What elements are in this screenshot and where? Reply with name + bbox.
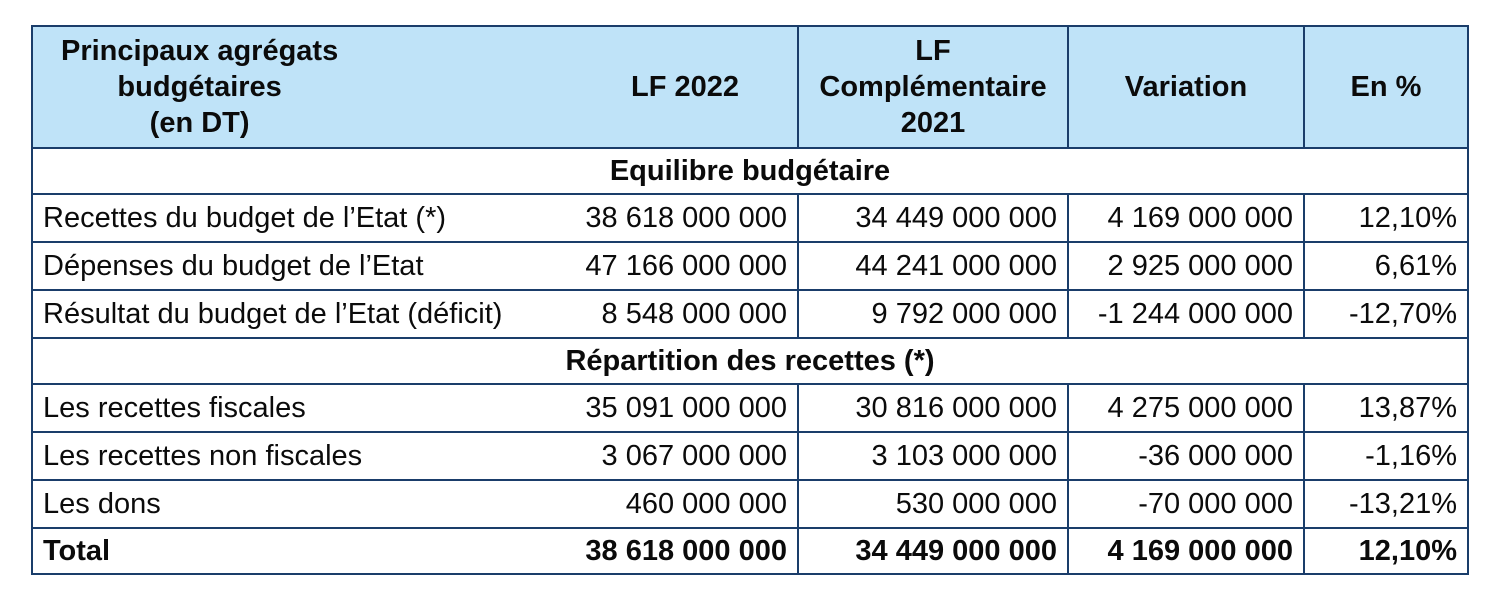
header-percent: En % [1303, 25, 1469, 149]
cell-variation: -70 000 000 [1067, 479, 1305, 529]
cell-lf2022: 38 618 000 000 [552, 193, 799, 243]
header-aggregates-line1: Principaux agrégats [61, 35, 339, 67]
header-aggregates-line3: (en DT) [149, 107, 250, 139]
cell-percent: 13,87% [1303, 383, 1469, 433]
row-label: Dépenses du budget de l’Etat [31, 241, 552, 291]
header-lfc2021-line2: Complémentaire [819, 71, 1047, 103]
table-row: Les recettes non fiscales 3 067 000 000 … [31, 431, 1469, 481]
cell-lf2022: 8 548 000 000 [552, 289, 799, 339]
header-lf2022: LF 2022 [552, 25, 799, 149]
header-variation: Variation [1067, 25, 1305, 149]
cell-lf2022: 35 091 000 000 [552, 383, 799, 433]
budget-aggregates-table: Principaux agrégats budgétaires (en DT) … [31, 25, 1469, 575]
cell-variation: 4 275 000 000 [1067, 383, 1305, 433]
table-row: Recettes du budget de l’Etat (*) 38 618 … [31, 193, 1469, 243]
cell-percent: 12,10% [1303, 193, 1469, 243]
cell-variation: -36 000 000 [1067, 431, 1305, 481]
section-row-equilibre: Equilibre budgétaire [31, 147, 1469, 195]
section-title-equilibre: Equilibre budgétaire [31, 147, 1469, 195]
section-title-repartition: Répartition des recettes (*) [31, 337, 1469, 385]
total-lfc2021: 34 449 000 000 [797, 527, 1069, 575]
cell-lfc2021: 44 241 000 000 [797, 241, 1069, 291]
cell-variation: 4 169 000 000 [1067, 193, 1305, 243]
cell-lfc2021: 530 000 000 [797, 479, 1069, 529]
budget-table-container: Principaux agrégats budgétaires (en DT) … [31, 25, 1469, 575]
cell-variation: 2 925 000 000 [1067, 241, 1305, 291]
cell-percent: -12,70% [1303, 289, 1469, 339]
cell-percent: 6,61% [1303, 241, 1469, 291]
cell-lfc2021: 3 103 000 000 [797, 431, 1069, 481]
row-label: Les recettes fiscales [31, 383, 552, 433]
section-row-repartition: Répartition des recettes (*) [31, 337, 1469, 385]
total-label: Total [31, 527, 552, 575]
table-header-row: Principaux agrégats budgétaires (en DT) … [31, 25, 1469, 149]
cell-lf2022: 3 067 000 000 [552, 431, 799, 481]
table-row: Résultat du budget de l’Etat (déficit) 8… [31, 289, 1469, 339]
cell-lfc2021: 9 792 000 000 [797, 289, 1069, 339]
header-lfc2021-line1: LF [915, 35, 951, 67]
cell-percent: -13,21% [1303, 479, 1469, 529]
total-percent: 12,10% [1303, 527, 1469, 575]
cell-lfc2021: 34 449 000 000 [797, 193, 1069, 243]
total-row: Total 38 618 000 000 34 449 000 000 4 16… [31, 527, 1469, 575]
header-aggregates: Principaux agrégats budgétaires (en DT) [31, 25, 552, 149]
table-row: Dépenses du budget de l’Etat 47 166 000 … [31, 241, 1469, 291]
cell-variation: -1 244 000 000 [1067, 289, 1305, 339]
table-row: Les dons 460 000 000 530 000 000 -70 000… [31, 479, 1469, 529]
cell-lf2022: 47 166 000 000 [552, 241, 799, 291]
total-lf2022: 38 618 000 000 [552, 527, 799, 575]
cell-percent: -1,16% [1303, 431, 1469, 481]
row-label: Recettes du budget de l’Etat (*) [31, 193, 552, 243]
row-label: Les dons [31, 479, 552, 529]
row-label: Les recettes non fiscales [31, 431, 552, 481]
cell-lf2022: 460 000 000 [552, 479, 799, 529]
row-label: Résultat du budget de l’Etat (déficit) [31, 289, 552, 339]
header-lfc2021: LF Complémentaire 2021 [797, 25, 1069, 149]
total-variation: 4 169 000 000 [1067, 527, 1305, 575]
table-row: Les recettes fiscales 35 091 000 000 30 … [31, 383, 1469, 433]
header-aggregates-line2: budgétaires [117, 71, 282, 103]
cell-lfc2021: 30 816 000 000 [797, 383, 1069, 433]
header-lfc2021-line3: 2021 [900, 107, 966, 139]
